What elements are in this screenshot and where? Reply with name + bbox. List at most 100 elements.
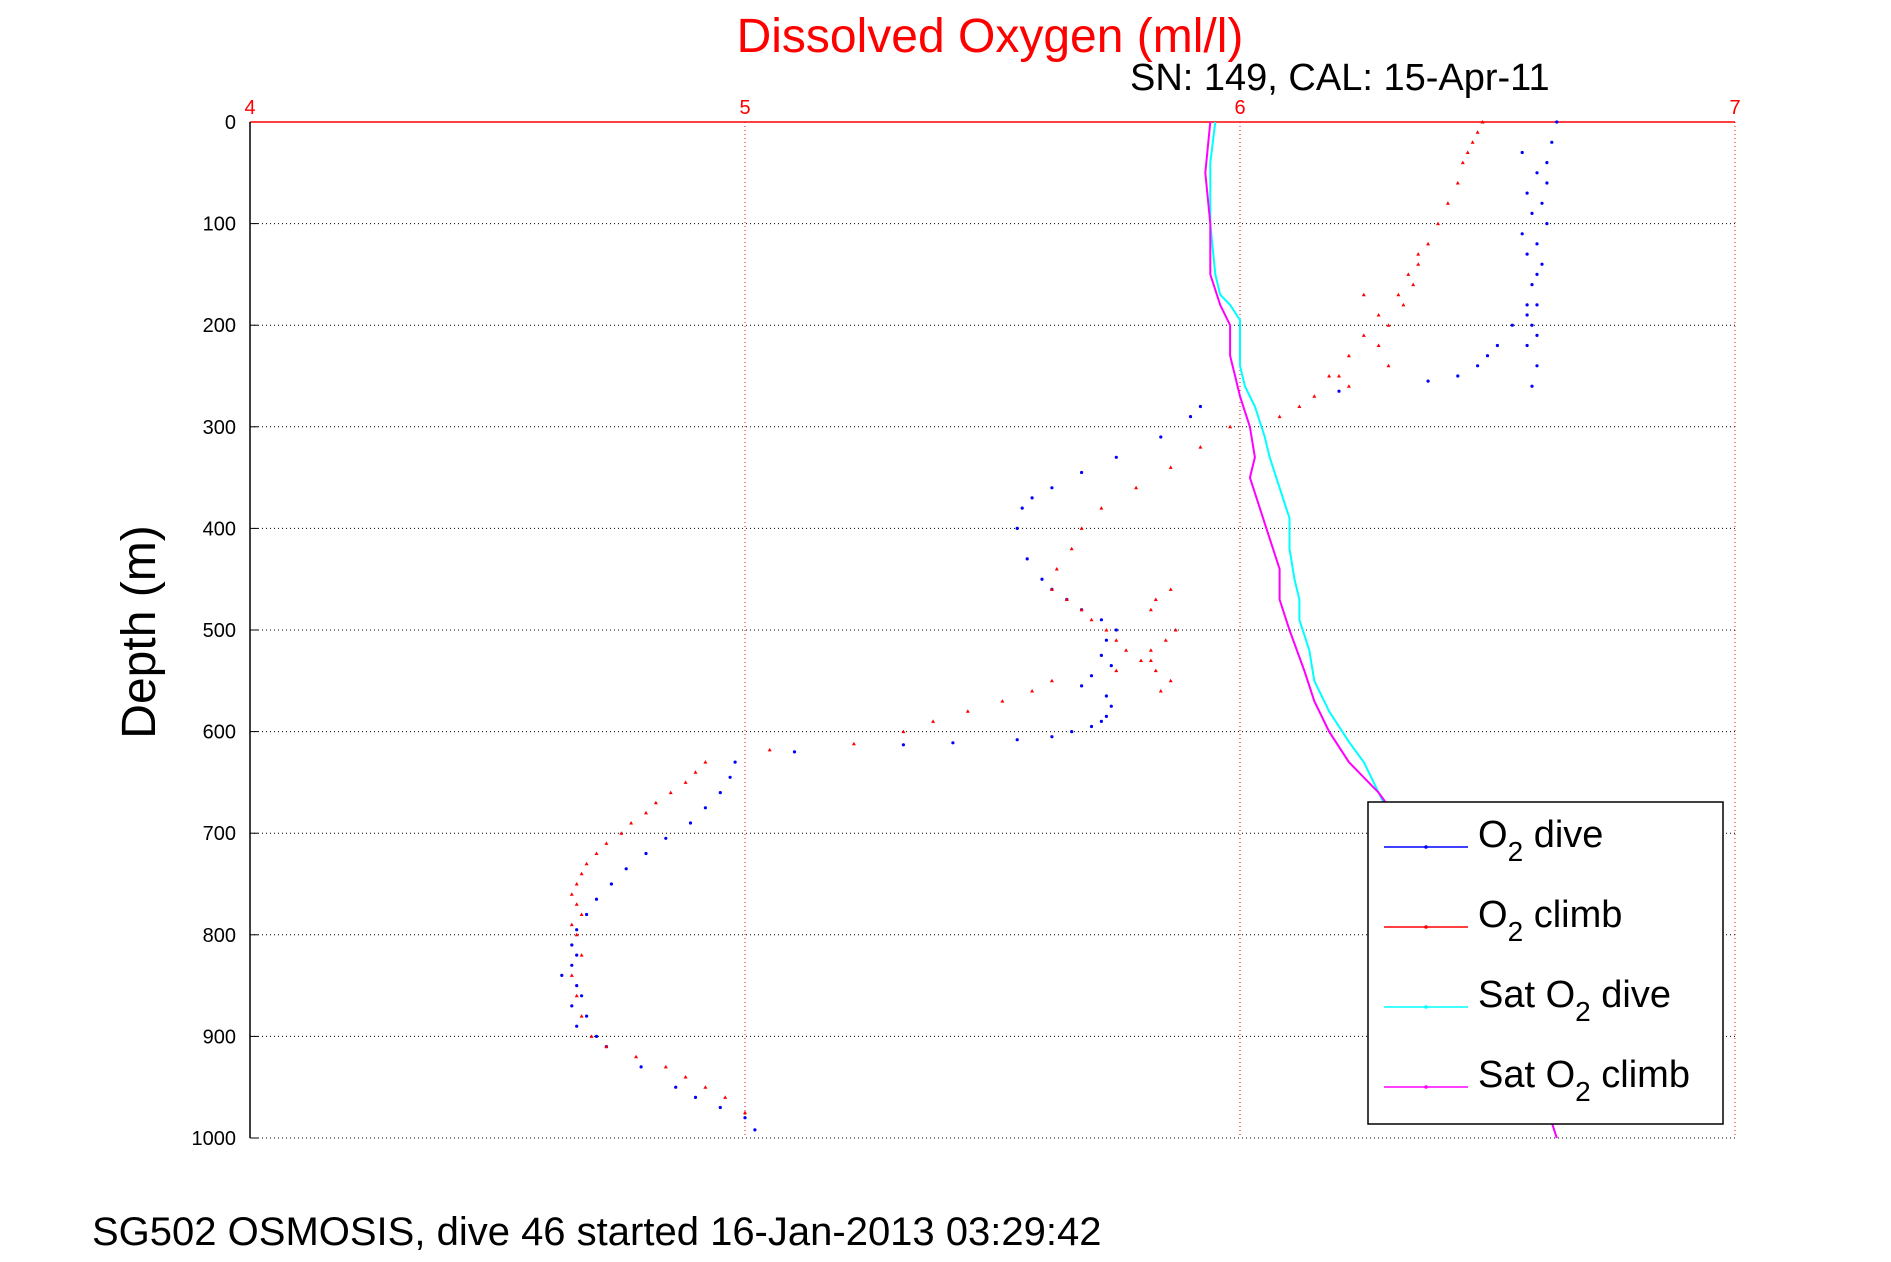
climb-point — [619, 831, 624, 835]
climb-point — [1168, 465, 1173, 469]
dive-point — [1540, 201, 1544, 205]
legend-box — [1367, 801, 1724, 1125]
dive-point — [575, 953, 579, 957]
dive-point — [1040, 577, 1044, 581]
dive-point — [1109, 664, 1113, 668]
climb-point — [579, 871, 584, 876]
climb-point — [1079, 607, 1084, 612]
climb-point — [1297, 404, 1302, 408]
dive-point — [1530, 283, 1534, 287]
climb-point — [683, 780, 688, 784]
dive-point — [743, 1116, 747, 1120]
climb-point — [1436, 221, 1440, 226]
dive-point — [594, 1034, 599, 1038]
x-tick-label: 7 — [1729, 97, 1740, 119]
y-tick-label: 500 — [203, 620, 236, 642]
dive-point — [1530, 384, 1534, 388]
climb-point — [1228, 424, 1233, 429]
climb-point — [1163, 638, 1168, 642]
climb-point — [574, 882, 579, 886]
climb-point — [579, 953, 584, 957]
dive-point — [1535, 242, 1539, 246]
dive-point — [728, 775, 732, 779]
climb-point — [569, 922, 574, 927]
climb-point — [1376, 313, 1381, 317]
climb-point — [584, 861, 589, 866]
x-tick-label: 5 — [739, 97, 750, 119]
legend-label: Sat O2 climb — [1478, 1054, 1690, 1107]
climb-point — [1153, 668, 1158, 673]
dive-point — [1426, 379, 1430, 383]
legend-marker — [1424, 1005, 1428, 1009]
climb-point — [1153, 597, 1158, 601]
dive-point — [1159, 435, 1163, 439]
dive-point — [753, 1128, 757, 1132]
y-tick-label: 1000 — [192, 1128, 237, 1150]
climb-point — [1168, 678, 1173, 683]
climb-point — [604, 841, 609, 845]
climb-point — [1148, 648, 1153, 652]
climb-point — [1406, 272, 1411, 276]
dive-point — [1030, 496, 1034, 500]
dive-point — [1535, 303, 1539, 307]
climb-point — [1361, 292, 1366, 297]
dive-point — [1535, 364, 1539, 368]
climb-point — [1277, 414, 1282, 419]
climb-point — [1124, 648, 1129, 652]
dive-point — [901, 743, 906, 747]
legend: O2 dive O2 climb Sat O2 dive Sat O2 climb — [1367, 801, 1724, 1125]
dive-point — [1530, 323, 1534, 327]
legend-marker — [1424, 1085, 1428, 1089]
climb-point — [574, 902, 579, 906]
dive-point — [594, 897, 599, 901]
climb-point — [1460, 160, 1465, 165]
dive-point — [1188, 415, 1193, 419]
climb-point — [1346, 384, 1351, 388]
climb-point — [1049, 587, 1054, 591]
dive-point — [1104, 638, 1108, 642]
climb-point — [579, 1014, 584, 1018]
y-tick-label: 700 — [203, 823, 236, 845]
climb-point — [1173, 628, 1178, 632]
dive-point — [570, 943, 574, 947]
dive-point — [1015, 738, 1019, 742]
dive-point — [1015, 526, 1019, 531]
dive-point — [1525, 313, 1529, 317]
climb-point — [668, 790, 673, 795]
climb-point — [1168, 587, 1173, 591]
climb-point — [1386, 363, 1391, 368]
dive-point — [718, 791, 722, 795]
climb-point — [1114, 668, 1119, 673]
y-tick-label: 600 — [203, 722, 236, 744]
dive-point — [1525, 343, 1529, 348]
climb-point — [1416, 252, 1421, 256]
climb-point — [767, 747, 772, 752]
climb-point — [693, 770, 698, 774]
climb-point — [574, 993, 579, 998]
climb-point — [1069, 546, 1074, 551]
climb-point — [743, 1110, 747, 1115]
legend-label: O2 climb — [1478, 894, 1622, 947]
climb-point — [1198, 445, 1203, 449]
climb-point — [1079, 526, 1084, 530]
dive-point — [639, 1065, 643, 1069]
legend-marker — [1424, 845, 1428, 849]
climb-point — [1104, 628, 1109, 632]
dive-point — [1099, 618, 1103, 622]
climb-point — [1376, 343, 1381, 347]
chart-title: Dissolved Oxygen (ml/l) — [737, 10, 1244, 63]
dive-point — [1025, 557, 1029, 561]
dive-point — [1545, 161, 1549, 165]
dive-point — [585, 1014, 589, 1018]
legend-marker — [1424, 925, 1428, 929]
climb-point — [579, 912, 584, 916]
climb-point — [1337, 374, 1341, 378]
climb-point — [594, 851, 599, 855]
dive-point — [1089, 724, 1094, 729]
dive-point — [1020, 506, 1024, 510]
dive-point — [1525, 252, 1529, 256]
dive-point — [644, 851, 648, 856]
climb-point — [1426, 241, 1431, 246]
dive-point — [1109, 704, 1113, 708]
